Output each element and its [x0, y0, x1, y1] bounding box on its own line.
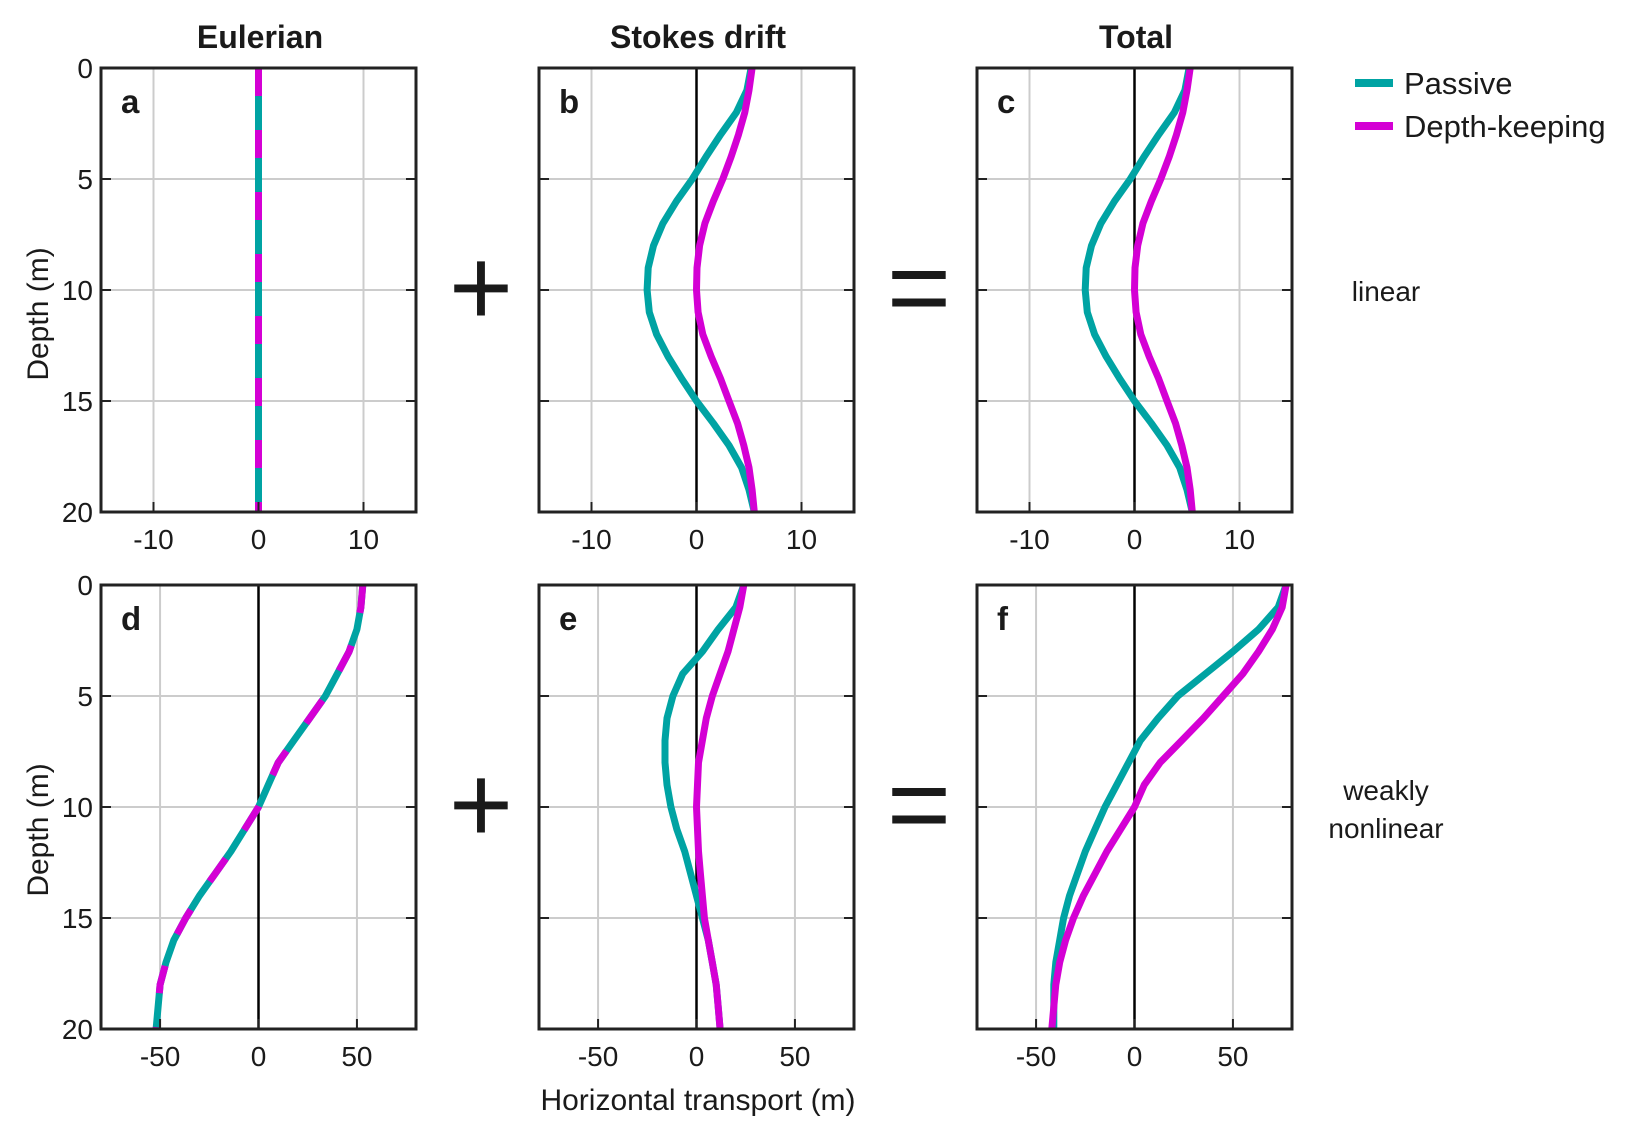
panel-e: -50 0 50 e [537, 583, 856, 1072]
panel-letter-d: d [121, 600, 141, 637]
x-tick-label-f-0: -50 [1016, 1041, 1056, 1072]
plus-operator-row1: + [449, 226, 513, 349]
equals-operator-row2: = [887, 743, 951, 866]
panel-letter-a: a [121, 83, 140, 120]
plus-operator-row2: + [449, 743, 513, 866]
panel-a: 0 5 10 15 20 -10 0 10 a [62, 53, 418, 555]
x-tick-label-f-1: 0 [1127, 1041, 1143, 1072]
x-tick-label-c-1: 0 [1127, 524, 1143, 555]
x-tick-label-a-0: -10 [133, 524, 173, 555]
row-label-linear: linear [1352, 276, 1420, 307]
panel-letter-e: e [559, 600, 577, 637]
y-tick-label-d-4: 20 [62, 1014, 93, 1045]
panel-b: -10 0 10 b [537, 66, 856, 555]
y-tick-label-d-2: 10 [62, 792, 93, 823]
panel-letter-f: f [997, 600, 1009, 637]
series-depth-keeping-d [152, 584, 367, 1030]
column-title-stokes-drift: Stokes drift [610, 19, 786, 55]
panel-c: -10 0 10 c [975, 66, 1294, 555]
x-tick-label-e-2: 50 [779, 1041, 810, 1072]
series-depth-keeping-b [693, 67, 758, 513]
column-title-eulerian: Eulerian [197, 19, 323, 55]
y-tick-label-d-3: 15 [62, 903, 93, 934]
legend-depth-keeping-label: Depth-keeping [1404, 109, 1606, 144]
x-tick-label-b-2: 10 [786, 524, 817, 555]
panel-letter-c: c [997, 83, 1015, 120]
y-tick-label-a-0: 0 [77, 53, 93, 84]
x-tick-label-c-2: 10 [1224, 524, 1255, 555]
legend-passive-label: Passive [1404, 66, 1513, 101]
x-tick-label-b-1: 0 [689, 524, 705, 555]
panel-d: 0 5 10 15 20 -50 0 50 d [62, 570, 418, 1072]
x-axis-label: Horizontal transport (m) [540, 1084, 855, 1117]
x-tick-label-d-2: 50 [341, 1041, 372, 1072]
x-tick-label-d-0: -50 [140, 1041, 180, 1072]
series-passive-f [1050, 583, 1290, 1029]
panel-letter-b: b [559, 83, 579, 120]
x-tick-label-d-1: 0 [251, 1041, 267, 1072]
x-tick-label-a-2: 10 [348, 524, 379, 555]
y-axis-label-row1: Depth (m) [22, 247, 55, 380]
series-depth-keeping-c [1131, 67, 1196, 513]
x-tick-label-c-0: -10 [1009, 524, 1049, 555]
y-tick-label-a-1: 5 [77, 164, 93, 195]
series-depth-keeping-f [1048, 584, 1290, 1030]
x-tick-label-b-0: -10 [571, 524, 611, 555]
x-tick-label-e-1: 0 [689, 1041, 705, 1072]
x-tick-label-e-0: -50 [578, 1041, 618, 1072]
column-title-total: Total [1099, 19, 1173, 55]
panels: 0 5 10 15 20 -10 0 10 a -10 0 10 b -10 0 10 c 0 5 10 15 20 -50… [62, 53, 1294, 1072]
panel-f: -50 0 50 f [975, 583, 1294, 1072]
equals-operator-row1: = [887, 226, 951, 349]
y-tick-label-a-4: 20 [62, 497, 93, 528]
row-label-nonlinear: nonlinear [1328, 813, 1443, 844]
y-axis-label-row2: Depth (m) [22, 763, 55, 896]
x-tick-label-a-1: 0 [251, 524, 267, 555]
series-depth-keeping-e [693, 584, 748, 1030]
y-tick-label-a-3: 15 [62, 386, 93, 417]
x-tick-label-f-2: 50 [1217, 1041, 1248, 1072]
legend: Passive Depth-keeping [1355, 66, 1606, 144]
series-passive-c [1081, 67, 1196, 513]
y-tick-label-d-0: 0 [77, 570, 93, 601]
y-tick-label-a-2: 10 [62, 275, 93, 306]
series-passive-b [643, 67, 758, 513]
row-label-weakly: weakly [1342, 775, 1429, 806]
y-tick-label-d-1: 5 [77, 681, 93, 712]
